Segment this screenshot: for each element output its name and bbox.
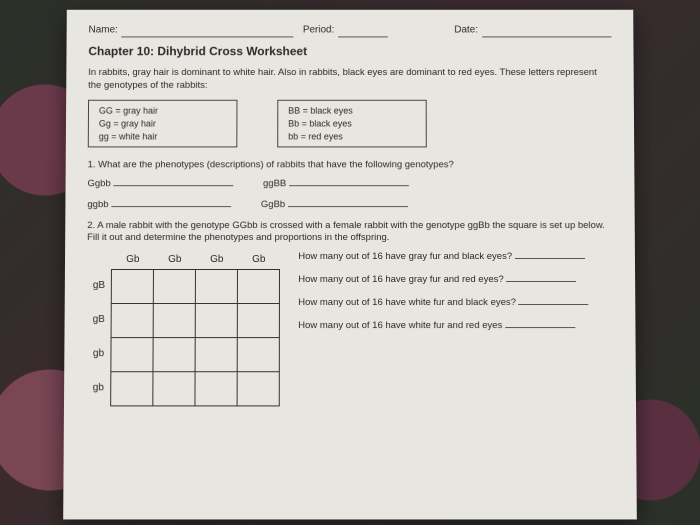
q1-blank[interactable] <box>113 185 233 186</box>
q2-sub-text: How many out of 16 have gray fur and bla… <box>298 251 512 262</box>
q2-blank[interactable] <box>515 258 585 259</box>
q1-genotype: ggBB <box>263 178 286 189</box>
intro-text: In rabbits, gray hair is dominant to whi… <box>88 67 612 92</box>
punnett-cell[interactable] <box>196 269 238 303</box>
punnett-row: gB <box>87 303 112 337</box>
q1-row2: ggbb GgBb <box>87 199 612 212</box>
q2-blank[interactable] <box>505 327 575 328</box>
punnett-cell[interactable] <box>238 303 280 337</box>
genotype-box-eyes: BB = black eyes Bb = black eyes bb = red… <box>277 100 427 147</box>
question-1: 1. What are the phenotypes (descriptions… <box>88 159 613 172</box>
q2-sub-text: How many out of 16 have gray fur and red… <box>298 274 504 285</box>
punnett-cell[interactable] <box>237 371 279 405</box>
q1-genotype: Ggbb <box>87 178 110 189</box>
date-label: Date: <box>454 24 478 37</box>
q2-sub-text: How many out of 16 have white fur and bl… <box>298 297 516 308</box>
geno-line: Bb = black eyes <box>288 118 416 130</box>
punnett-cell[interactable] <box>153 337 195 371</box>
name-blank[interactable] <box>122 36 293 37</box>
punnett-cell[interactable] <box>195 303 237 337</box>
worksheet-paper: Name: Period: Date: Chapter 10: Dihybrid… <box>63 10 637 520</box>
q2-blank[interactable] <box>519 304 589 305</box>
punnett-cell[interactable] <box>153 371 195 405</box>
q1-blank[interactable] <box>111 206 231 207</box>
punnett-col: Gb <box>196 251 238 269</box>
header-row: Name: Period: Date: <box>88 24 611 37</box>
geno-line: gg = white hair <box>99 130 227 143</box>
punnett-row: gb <box>86 371 111 405</box>
punnett-cell[interactable] <box>111 337 153 371</box>
geno-line: BB = black eyes <box>288 105 416 117</box>
punnett-cell[interactable] <box>237 337 279 371</box>
q2-blank[interactable] <box>506 281 576 282</box>
punnett-col: Gb <box>238 251 280 269</box>
q2-layout: Gb Gb Gb Gb gB gB gb gb How many out of … <box>86 251 614 406</box>
punnett-cell[interactable] <box>154 269 196 303</box>
q1-row1: Ggbb ggBB <box>87 178 612 191</box>
question-2: 2. A male rabbit with the genotype GGbb … <box>87 220 613 246</box>
punnett-cell[interactable] <box>111 303 153 337</box>
geno-line: GG = gray hair <box>99 105 227 117</box>
genotype-box-hair: GG = gray hair Gg = gray hair gg = white… <box>88 100 238 147</box>
punnett-cell[interactable] <box>153 303 195 337</box>
q1-genotype: GgBb <box>261 199 285 210</box>
punnett-cell[interactable] <box>195 337 237 371</box>
q2-sub-text: How many out of 16 have white fur and re… <box>298 320 502 331</box>
punnett-row: gB <box>87 269 112 303</box>
q1-blank[interactable] <box>289 185 409 186</box>
punnett-square: Gb Gb Gb Gb gB gB gb gb <box>86 251 280 406</box>
period-blank[interactable] <box>338 36 388 37</box>
punnett-cell[interactable] <box>238 269 280 303</box>
geno-line: Gg = gray hair <box>99 118 227 130</box>
punnett-cell[interactable] <box>195 371 237 405</box>
punnett-cell[interactable] <box>111 269 153 303</box>
name-label: Name: <box>88 24 117 37</box>
period-label: Period: <box>303 24 335 37</box>
punnett-col: Gb <box>112 251 154 269</box>
genotype-key: GG = gray hair Gg = gray hair gg = white… <box>88 100 612 147</box>
punnett-row: gb <box>86 337 111 371</box>
chapter-title: Chapter 10: Dihybrid Cross Worksheet <box>88 43 611 59</box>
punnett-cell[interactable] <box>111 371 153 405</box>
geno-line: bb = red eyes <box>288 130 416 143</box>
q1-blank[interactable] <box>288 206 408 207</box>
punnett-col: Gb <box>154 251 196 269</box>
q1-genotype: ggbb <box>87 199 108 210</box>
date-blank[interactable] <box>482 36 611 37</box>
q2-subquestions: How many out of 16 have gray fur and bla… <box>298 251 589 342</box>
